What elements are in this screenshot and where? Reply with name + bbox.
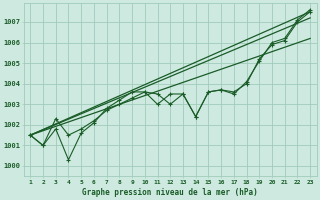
X-axis label: Graphe pression niveau de la mer (hPa): Graphe pression niveau de la mer (hPa) [82,188,258,197]
